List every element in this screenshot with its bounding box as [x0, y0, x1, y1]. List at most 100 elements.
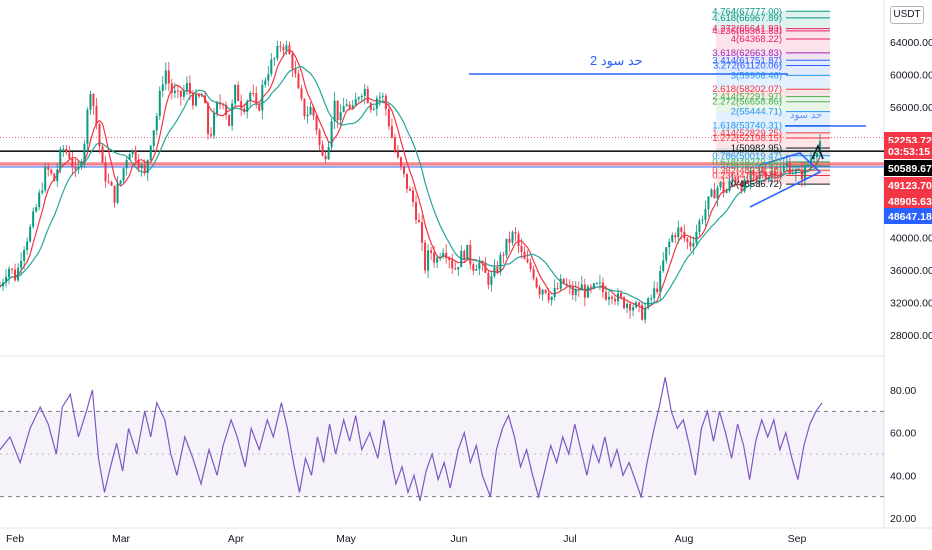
candle-body: [451, 260, 454, 269]
candle-body: [240, 100, 243, 109]
candle-body: [62, 148, 65, 150]
candle-body: [80, 161, 83, 167]
candle-body: [550, 296, 553, 301]
candle-body: [686, 238, 689, 242]
candle-body: [520, 245, 523, 252]
candle-body: [791, 173, 794, 175]
candle-body: [680, 227, 683, 232]
candle-body: [812, 157, 815, 160]
candle-body: [264, 80, 267, 85]
candle-body: [185, 83, 188, 91]
candle-body: [800, 170, 803, 180]
candle-body: [176, 90, 179, 92]
text-annotations[interactable]: حد سود 2 حد سود: [590, 53, 822, 121]
candle-body: [65, 148, 68, 153]
candle-body: [535, 278, 538, 288]
candle-body: [713, 189, 716, 199]
fib-level-label: 2.272(56658.86): [712, 97, 782, 108]
rsi-series-line: [0, 377, 823, 502]
candle-body: [393, 137, 396, 152]
price-tag-label: 50589.67: [888, 163, 932, 175]
candle-body: [716, 187, 719, 199]
fib-zone-band: [716, 65, 830, 76]
candle-body: [469, 244, 472, 265]
candle-body: [466, 244, 469, 260]
candle-body: [191, 93, 194, 106]
candle-body: [89, 93, 92, 110]
candle-body: [44, 166, 47, 191]
candle-body: [110, 182, 113, 186]
candle-body: [399, 157, 402, 167]
fib-level-label: 1.618(53740.31): [712, 121, 782, 132]
candle-body: [815, 153, 818, 158]
candle-body: [203, 95, 206, 104]
candle-body: [722, 182, 725, 193]
price-tag-label: 49123.70: [888, 180, 932, 192]
candle-body: [541, 289, 544, 295]
candle-body: [692, 243, 695, 247]
candle-body: [50, 169, 53, 174]
time-tick-label: Apr: [228, 533, 245, 545]
candle-body: [445, 252, 448, 259]
candle-body: [589, 286, 592, 288]
candle-body: [294, 68, 297, 74]
candle-body: [200, 95, 203, 97]
fib-level-label: 1.272(52198.15): [712, 133, 782, 144]
fib-level-label: 3(59906.46): [731, 70, 782, 81]
rsi-line: [0, 377, 823, 502]
grid-lines: [0, 0, 932, 529]
candle-body: [98, 124, 101, 147]
candle-body: [182, 90, 185, 97]
time-axis[interactable]: Feb Mar Apr May Jun Jul Aug Sep: [6, 533, 807, 545]
candle-body: [279, 46, 282, 48]
candle-body: [125, 159, 128, 169]
candle-body: [342, 106, 345, 113]
rsi-band: [0, 410, 884, 498]
candle-body: [113, 185, 116, 203]
fib-level-label: 3.618(62663.83): [712, 48, 782, 59]
candle-body: [442, 252, 445, 257]
candle-body: [424, 242, 427, 271]
candle-body: [740, 181, 743, 192]
candle-body: [315, 115, 318, 131]
candle-body: [32, 211, 35, 227]
candle-body: [8, 268, 11, 278]
candle-body: [252, 92, 255, 94]
candle-body: [647, 298, 650, 309]
candle-body: [219, 102, 222, 105]
candle-body: [330, 121, 333, 147]
time-tick-label: Jul: [563, 533, 576, 545]
candle-body: [457, 267, 460, 270]
candle-body: [523, 251, 526, 260]
candle-body: [794, 170, 797, 174]
candle-body: [635, 302, 638, 308]
candle-body: [309, 106, 312, 115]
candle-body: [35, 207, 38, 212]
candle-body: [785, 162, 788, 167]
price-tag-label: 03:53:15: [888, 146, 930, 158]
drawings[interactable]: [749, 143, 824, 208]
ma-slow-line: [0, 65, 821, 305]
fib-level-label: 3.272(61120.06): [713, 60, 782, 71]
candle-body: [354, 99, 357, 106]
candle-body: [408, 188, 411, 191]
candle-body: [668, 241, 671, 248]
fib-level-label: 2(55444.71): [731, 107, 782, 118]
candle-body: [809, 159, 812, 165]
candle-body: [448, 258, 451, 261]
candle-body: [460, 250, 463, 268]
fib-level-label: 0.382(48238.28): [712, 165, 782, 176]
candle-body: [74, 167, 77, 170]
candle-body: [285, 45, 288, 51]
currency-badge[interactable]: USDT: [890, 6, 924, 24]
candle-body: [243, 108, 246, 112]
candle-body: [11, 268, 14, 270]
fib-zone-band: [716, 161, 830, 167]
candle-body: [336, 100, 339, 121]
price-tick-label: 60000.00: [890, 70, 932, 82]
price-tick-label: 40000.00: [890, 232, 932, 244]
fib-zone-band: [716, 89, 830, 97]
candle-body: [146, 160, 149, 174]
candle-body: [484, 263, 487, 273]
